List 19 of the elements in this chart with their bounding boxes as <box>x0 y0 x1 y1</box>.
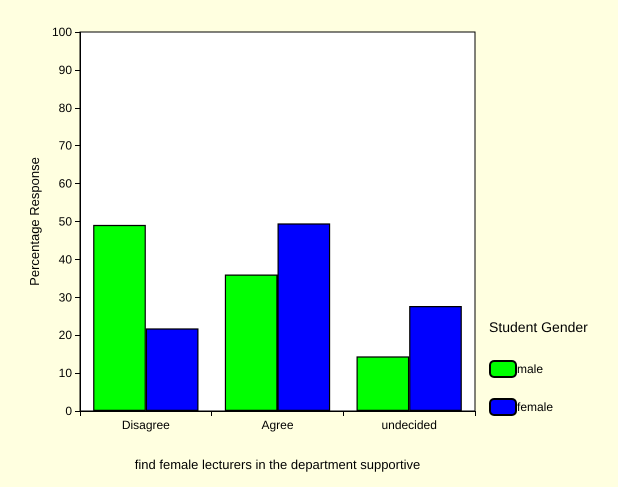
y-tick-label: 100 <box>52 25 72 39</box>
x-tick-label: undecided <box>381 418 437 432</box>
y-tick-label: 0 <box>65 404 72 418</box>
y-axis-title: Percentage Response <box>27 157 42 286</box>
y-tick-label: 50 <box>58 214 72 228</box>
y-tick-label: 60 <box>58 176 72 191</box>
x-tick-label: Agree <box>261 418 294 432</box>
y-tick-label: 70 <box>58 138 72 153</box>
y-tick-label: 90 <box>58 62 72 77</box>
legend-label: female <box>517 400 554 414</box>
y-tick-label: 40 <box>58 252 72 266</box>
y-tick-label: 10 <box>58 366 72 380</box>
legend-title: Student Gender <box>489 319 588 335</box>
legend-label: male <box>517 362 544 376</box>
y-tick-label: 80 <box>58 100 72 115</box>
y-tick-label: 20 <box>58 328 72 342</box>
x-tick-label: Disagree <box>122 418 170 432</box>
x-axis-title: find female lecturers in the department supportive <box>134 457 420 472</box>
y-tick-label: 30 <box>58 290 72 304</box>
